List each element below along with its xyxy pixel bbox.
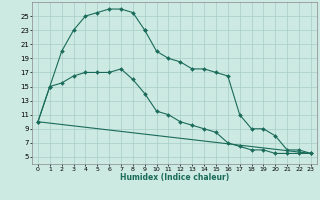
X-axis label: Humidex (Indice chaleur): Humidex (Indice chaleur) — [120, 173, 229, 182]
